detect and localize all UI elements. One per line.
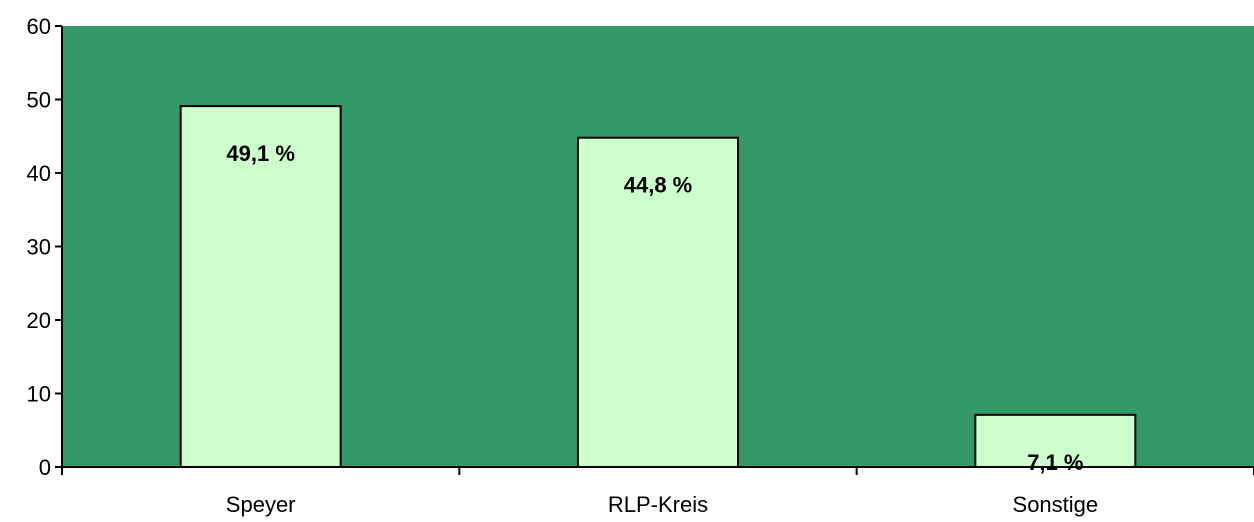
bar-sonstige: [974, 413, 1137, 469]
y-tick-label: 40: [27, 161, 51, 186]
bars: [179, 105, 1137, 469]
category-label: RLP-Kreis: [608, 492, 708, 517]
category-label: Speyer: [226, 492, 296, 517]
data-label: 44,8 %: [624, 173, 693, 198]
data-label: 49,1 %: [226, 141, 295, 166]
x-tick-labels: Speyer RLP-Kreis Sonstige: [226, 492, 1098, 517]
y-tick-label: 0: [39, 455, 51, 480]
data-label: 7,1 %: [1027, 450, 1083, 475]
y-tick-labels: 0 10 20 30 40 50 60: [27, 14, 51, 480]
y-tick-label: 20: [27, 308, 51, 333]
y-tick-label: 10: [27, 382, 51, 407]
x-ticks: [61, 467, 1254, 475]
bar-speyer: [179, 105, 342, 469]
y-tick-label: 50: [27, 88, 51, 113]
y-ticks: [55, 25, 62, 468]
y-tick-label: 60: [27, 14, 51, 39]
data-labels: 49,1 % 44,8 % 7,1 %: [226, 141, 1083, 475]
bar-rlp-kreis: [577, 136, 739, 468]
y-tick-label: 30: [27, 235, 51, 260]
category-label: Sonstige: [1013, 492, 1099, 517]
